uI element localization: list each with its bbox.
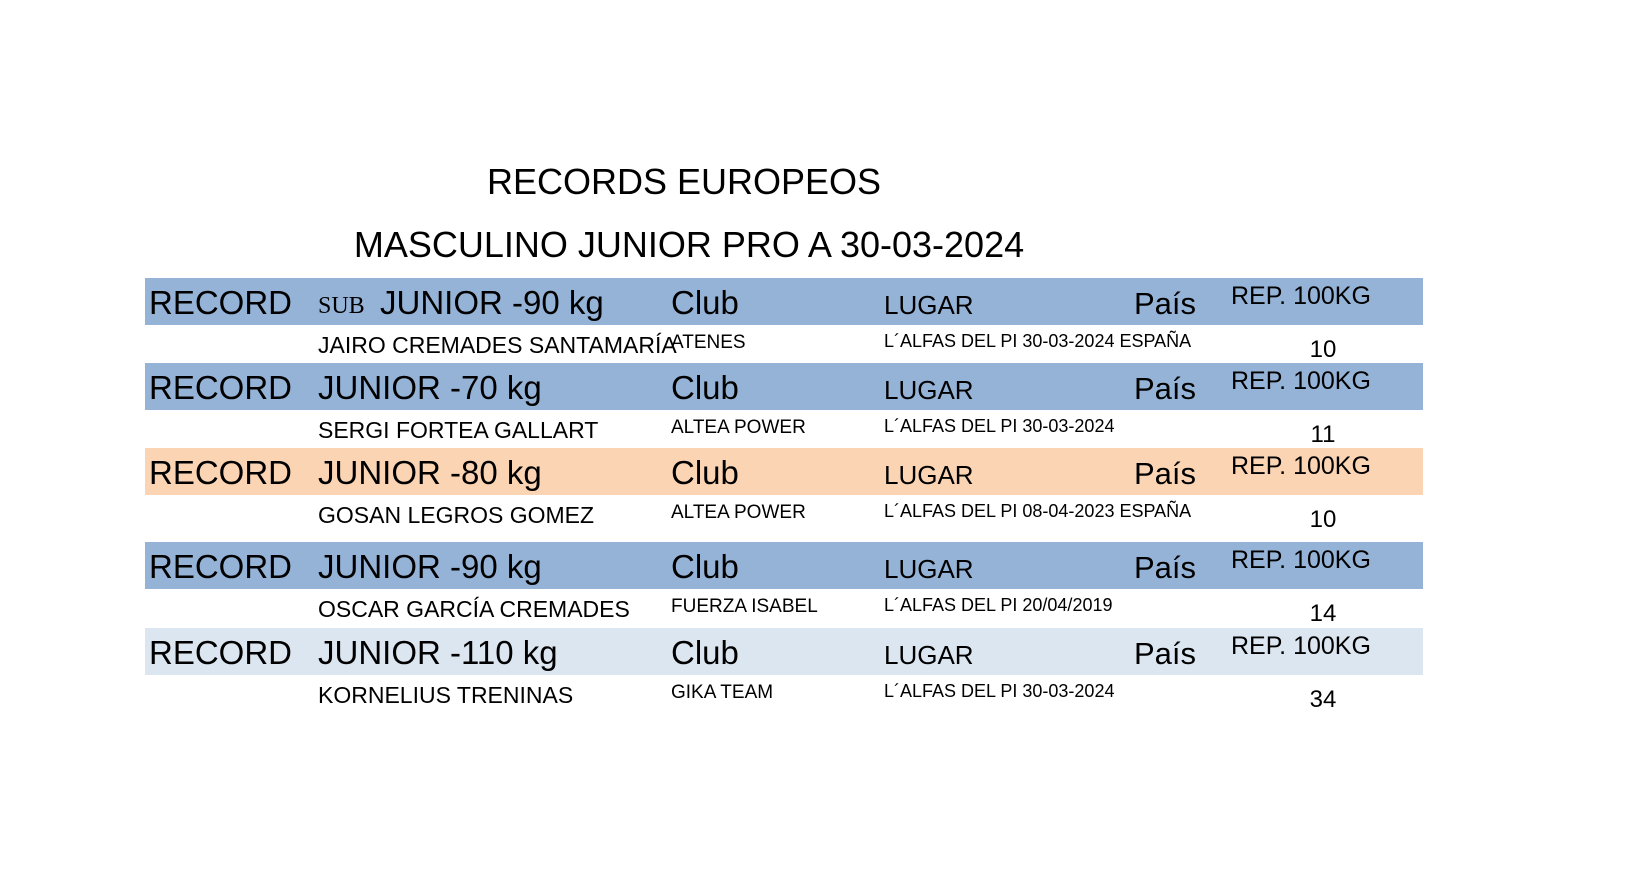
category: JUNIOR -70 kg bbox=[318, 369, 542, 406]
header-band bbox=[145, 628, 1423, 675]
place-header: LUGAR bbox=[884, 640, 974, 670]
club: ALTEA POWER bbox=[671, 502, 806, 523]
club-header: Club bbox=[671, 634, 739, 671]
record-label: RECORD bbox=[149, 284, 293, 321]
record-label: RECORD bbox=[149, 454, 293, 491]
country-header: País bbox=[1134, 636, 1197, 671]
club-header: Club bbox=[671, 284, 739, 321]
header-band bbox=[145, 542, 1423, 589]
place-header: LUGAR bbox=[884, 554, 974, 584]
category-prefix: SUB bbox=[318, 293, 365, 319]
athlete-name: KORNELIUS TRENINAS bbox=[318, 682, 574, 708]
place: L´ALFAS DEL PI 30-03-2024 ESPAÑA bbox=[884, 331, 1192, 351]
athlete-name: OSCAR GARCÍA CREMADES bbox=[318, 596, 630, 622]
place: L´ALFAS DEL PI 30-03-2024 bbox=[884, 681, 1115, 701]
country-header: País bbox=[1134, 286, 1197, 321]
club: FUERZA ISABEL bbox=[671, 596, 818, 617]
club: ALTEA POWER bbox=[671, 417, 806, 438]
reps: 11 bbox=[1310, 421, 1336, 448]
reps: 10 bbox=[1309, 506, 1337, 533]
header-band bbox=[145, 278, 1423, 325]
category: JUNIOR -80 kg bbox=[318, 454, 542, 491]
athlete-name: GOSAN LEGROS GOMEZ bbox=[318, 502, 595, 528]
reps: 14 bbox=[1309, 600, 1337, 627]
club-header: Club bbox=[671, 454, 739, 491]
record-label: RECORD bbox=[149, 548, 293, 585]
subtitle: MASCULINO JUNIOR PRO A 30-03-2024 bbox=[353, 224, 1025, 265]
category: JUNIOR -110 kg bbox=[318, 634, 558, 671]
reps-header: REP. 100KG bbox=[1231, 452, 1371, 480]
place: L´ALFAS DEL PI 20/04/2019 bbox=[884, 595, 1113, 615]
club: ATENES bbox=[671, 332, 746, 353]
country-header: País bbox=[1134, 456, 1197, 491]
country-header: País bbox=[1134, 371, 1197, 406]
header-band bbox=[145, 448, 1423, 495]
place-header: LUGAR bbox=[884, 375, 974, 405]
place-header: LUGAR bbox=[884, 290, 974, 320]
reps-header: REP. 100KG bbox=[1231, 632, 1371, 660]
header-band bbox=[145, 363, 1423, 410]
reps: 34 bbox=[1309, 686, 1337, 713]
category: JUNIOR -90 kg bbox=[380, 284, 604, 321]
club-header: Club bbox=[671, 369, 739, 406]
reps-header: REP. 100KG bbox=[1231, 546, 1371, 574]
athlete-name: SERGI FORTEA GALLART bbox=[318, 417, 599, 443]
reps-header: REP. 100KG bbox=[1231, 367, 1371, 395]
title: RECORDS EUROPEOS bbox=[486, 161, 882, 202]
record-label: RECORD bbox=[149, 634, 293, 671]
reps: 10 bbox=[1309, 336, 1337, 363]
place: L´ALFAS DEL PI 30-03-2024 bbox=[884, 416, 1115, 436]
club-header: Club bbox=[671, 548, 739, 585]
place: L´ALFAS DEL PI 08-04-2023 ESPAÑA bbox=[884, 501, 1192, 521]
country-header: País bbox=[1134, 550, 1197, 585]
category: JUNIOR -90 kg bbox=[318, 548, 542, 585]
place-header: LUGAR bbox=[884, 460, 974, 490]
record-label: RECORD bbox=[149, 369, 293, 406]
athlete-name: JAIRO CREMADES SANTAMARÍA bbox=[318, 332, 677, 358]
reps-header: REP. 100KG bbox=[1231, 282, 1371, 310]
club: GIKA TEAM bbox=[671, 682, 774, 703]
